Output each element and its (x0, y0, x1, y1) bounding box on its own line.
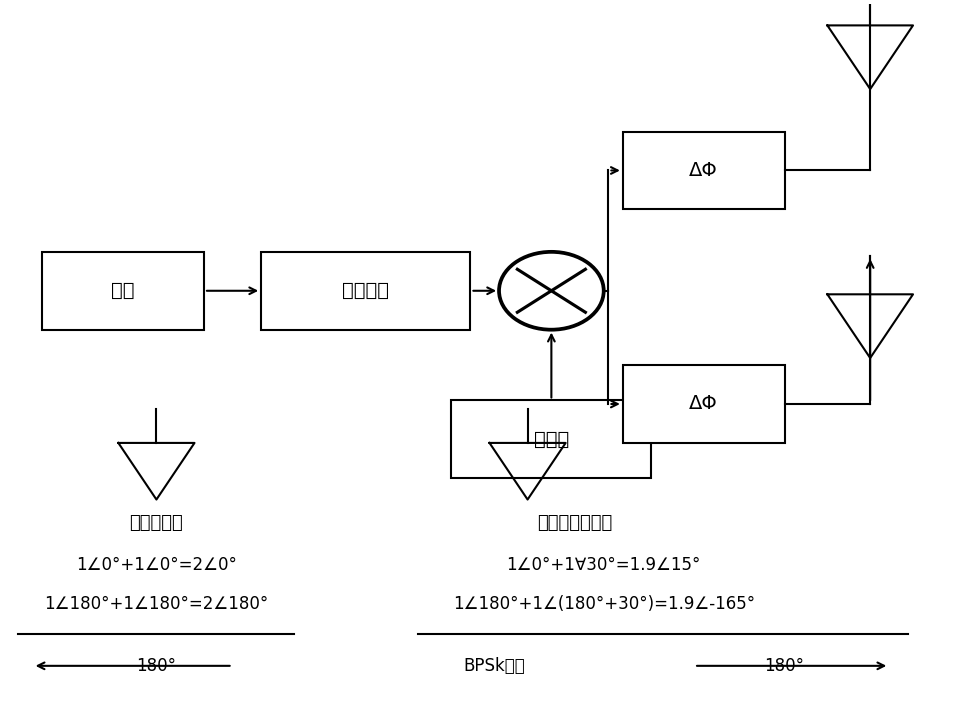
Text: 180°: 180° (764, 657, 804, 675)
Bar (451, 400, 651, 478)
Text: ΔΦ: ΔΦ (689, 395, 718, 414)
Bar (42, 252, 204, 329)
Text: 1∠180°+1∠180°=2∠180°: 1∠180°+1∠180°=2∠180° (44, 595, 269, 613)
Text: 振荚器: 振荚器 (534, 430, 569, 449)
Text: 信息: 信息 (111, 281, 134, 300)
Text: 期望接收机: 期望接收机 (130, 513, 183, 532)
Text: 1∠0°+1∀30°=1.9∠15°: 1∠0°+1∀30°=1.9∠15° (507, 556, 701, 574)
Text: 非期望接收机：: 非期望接收机： (538, 513, 612, 532)
Text: ΔΦ: ΔΦ (689, 161, 718, 180)
Text: 基带调制: 基带调制 (343, 281, 390, 300)
Bar (623, 365, 784, 443)
Bar (623, 132, 784, 209)
Bar (261, 252, 470, 329)
Text: BPSk调制: BPSk调制 (464, 657, 525, 675)
Text: 1∠0°+1∠0°=2∠0°: 1∠0°+1∠0°=2∠0° (76, 556, 237, 574)
Text: 180°: 180° (136, 657, 177, 675)
Text: 1∠180°+1∠(180°+30°)=1.9∠-165°: 1∠180°+1∠(180°+30°)=1.9∠-165° (453, 595, 755, 613)
